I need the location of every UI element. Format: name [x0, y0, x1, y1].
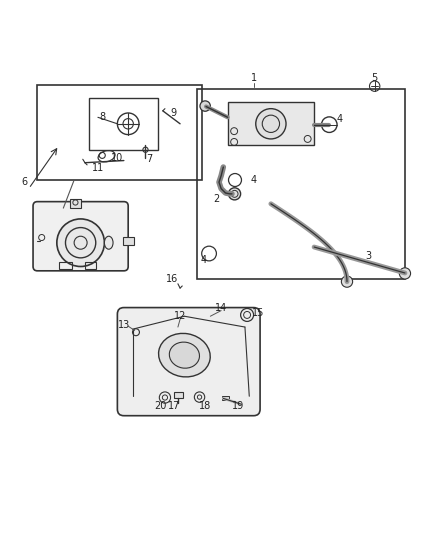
Text: 6: 6	[21, 177, 28, 187]
FancyBboxPatch shape	[117, 308, 260, 416]
Text: 14: 14	[215, 303, 227, 312]
Text: 3: 3	[365, 251, 371, 261]
Bar	[228, 102, 314, 146]
Text: 17: 17	[168, 401, 180, 411]
Text: 15: 15	[252, 308, 264, 318]
Text: 5: 5	[371, 74, 378, 83]
Text: 7: 7	[146, 154, 152, 164]
Ellipse shape	[159, 333, 210, 377]
Bar	[222, 396, 229, 400]
Bar	[123, 237, 134, 245]
Text: 10: 10	[111, 152, 124, 163]
Text: 4: 4	[337, 115, 343, 125]
Circle shape	[57, 219, 104, 266]
Circle shape	[399, 268, 410, 279]
Bar	[59, 262, 72, 269]
Text: 4: 4	[201, 255, 207, 265]
Text: 16: 16	[166, 273, 178, 284]
FancyBboxPatch shape	[33, 201, 128, 271]
Bar	[198, 89, 405, 279]
Bar	[173, 392, 183, 398]
Circle shape	[341, 276, 353, 287]
Text: 2: 2	[214, 195, 220, 205]
Bar	[70, 199, 81, 208]
Text: 4: 4	[251, 175, 257, 185]
Text: 8: 8	[99, 112, 105, 122]
Ellipse shape	[104, 236, 113, 249]
Text: 13: 13	[118, 320, 130, 330]
Circle shape	[200, 101, 210, 111]
Text: 19: 19	[232, 401, 244, 411]
Bar	[37, 85, 202, 180]
Bar	[89, 98, 159, 150]
Text: 20: 20	[155, 401, 167, 411]
Text: 11: 11	[92, 163, 104, 173]
Text: 12: 12	[174, 311, 186, 321]
Circle shape	[229, 188, 240, 200]
Circle shape	[256, 109, 286, 139]
Bar	[85, 262, 96, 269]
Text: 1: 1	[251, 74, 257, 83]
Text: 9: 9	[170, 108, 177, 118]
Text: 18: 18	[199, 401, 211, 411]
Ellipse shape	[170, 342, 199, 368]
